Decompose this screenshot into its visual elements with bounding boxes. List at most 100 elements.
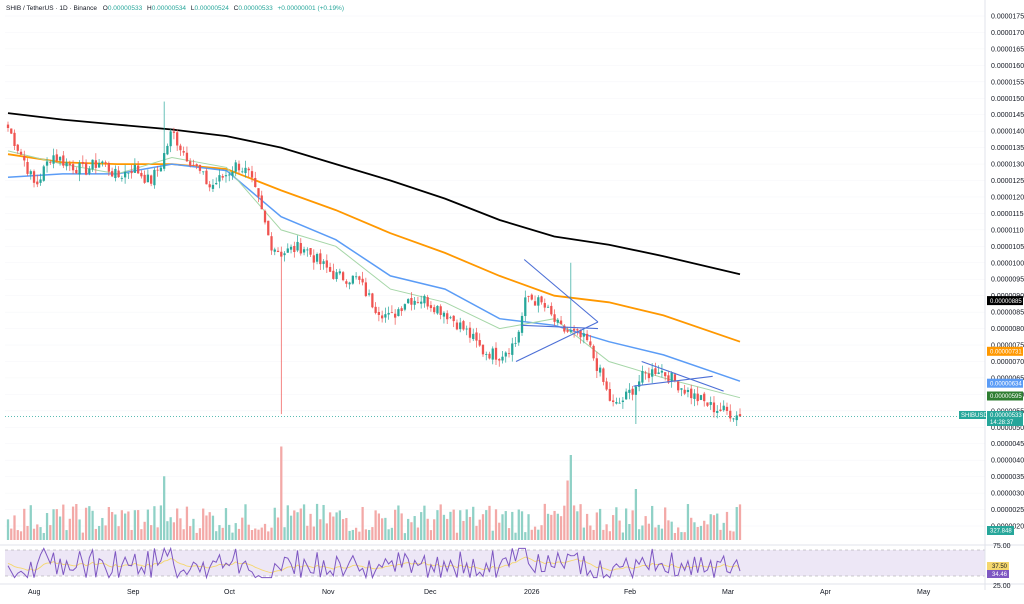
candle: [10, 128, 13, 135]
volume-bar: [452, 509, 455, 540]
volume-bar: [621, 532, 625, 540]
candle: [140, 170, 143, 179]
candle: [556, 317, 559, 326]
rsi-signal-tag: 37.50: [987, 562, 1009, 570]
candle: [58, 156, 62, 166]
rsi-value-tag-value: 34.46: [992, 572, 1008, 578]
volume-bar: [475, 525, 478, 540]
volume-bar: [712, 515, 716, 540]
candle: [94, 153, 97, 174]
candle: [511, 337, 514, 362]
volume-bar: [110, 511, 114, 540]
volume-bar: [442, 514, 446, 540]
volume-bar: [218, 525, 221, 540]
svg-text:SHIB / TetherUS · 1D · Binance: SHIB / TetherUS · 1D · Binance O0.000005…: [6, 5, 344, 12]
candle: [475, 327, 478, 348]
volume-bar: [664, 507, 667, 540]
time-axis-label: Aug: [28, 589, 41, 596]
time-axis-label: Oct: [224, 589, 235, 596]
volume-bar: [439, 504, 442, 540]
candle: [582, 328, 585, 344]
last-price-countdown: 14:28:37: [990, 420, 1014, 426]
candle: [146, 169, 150, 183]
candle: [328, 262, 332, 273]
volume-bar: [660, 528, 664, 540]
volume-bar: [472, 506, 475, 540]
volume-bar: [146, 509, 150, 540]
candle: [49, 159, 52, 165]
volume-bar: [579, 504, 582, 540]
header-interval: 1D: [59, 5, 68, 12]
candle: [215, 177, 218, 185]
svg-text:0.00000595: 0.00000595: [990, 394, 1022, 400]
volume-bar: [478, 519, 481, 540]
volume-bar: [582, 527, 585, 540]
volume-bar: [179, 518, 182, 540]
candle: [211, 179, 215, 193]
candle: [550, 302, 553, 317]
candle: [42, 164, 45, 182]
candle: [237, 160, 241, 174]
volume-bar: [686, 504, 690, 540]
volume-bar: [315, 503, 319, 540]
candle: [293, 241, 296, 258]
time-axis-label: Sep: [127, 589, 140, 596]
volume-bar: [507, 528, 511, 540]
header-low: 0.00000524: [194, 5, 229, 12]
volume-bar: [332, 516, 335, 540]
candle: [598, 364, 602, 377]
trendline: [515, 321, 599, 362]
candle: [335, 269, 338, 282]
price-tag: 0.00000634: [987, 378, 1023, 388]
volume-bar: [26, 525, 29, 540]
candle: [628, 383, 631, 400]
candle: [296, 235, 299, 253]
volume-bar: [208, 512, 211, 540]
time-axis[interactable]: Aug Sep Oct Nov Dec 2026 Feb Mar Apr May: [28, 589, 931, 596]
volume-bar: [546, 513, 550, 540]
candle: [185, 146, 189, 163]
candle: [361, 271, 364, 286]
svg-text:0.00000731: 0.00000731: [990, 350, 1022, 356]
candle: [19, 148, 23, 155]
candle: [507, 348, 511, 358]
price-axis-label: 0.00001100: [991, 227, 1024, 234]
volume-bar: [81, 532, 84, 540]
volume-bar: [397, 505, 400, 540]
volume-bar: [32, 528, 36, 540]
volume-bar: [589, 525, 592, 540]
volume-bar: [270, 527, 273, 540]
candle: [39, 173, 42, 186]
candle: [341, 270, 345, 282]
candle: [302, 246, 306, 256]
candle: [527, 295, 530, 303]
candle: [104, 160, 107, 168]
volume-bar: [107, 507, 110, 540]
volume-bar: [156, 527, 159, 540]
volume-bar: [602, 529, 605, 540]
volume-bar: [52, 509, 55, 540]
candle: [712, 396, 716, 418]
volume-bar: [228, 524, 231, 540]
volume-bar: [276, 517, 280, 540]
volume-bar: [153, 506, 156, 540]
candle: [286, 243, 289, 253]
volume-bar: [325, 523, 328, 540]
candle: [338, 268, 341, 276]
volume-bar: [182, 529, 185, 540]
volume-bar: [407, 518, 410, 540]
volume-bar: [123, 513, 127, 540]
volume-bar: [16, 530, 19, 540]
trendline: [523, 259, 599, 323]
volume-bar: [127, 511, 130, 540]
candle: [725, 402, 729, 415]
volume-bar: [677, 527, 680, 540]
candle: [595, 351, 598, 378]
volume-bar: [381, 518, 384, 540]
